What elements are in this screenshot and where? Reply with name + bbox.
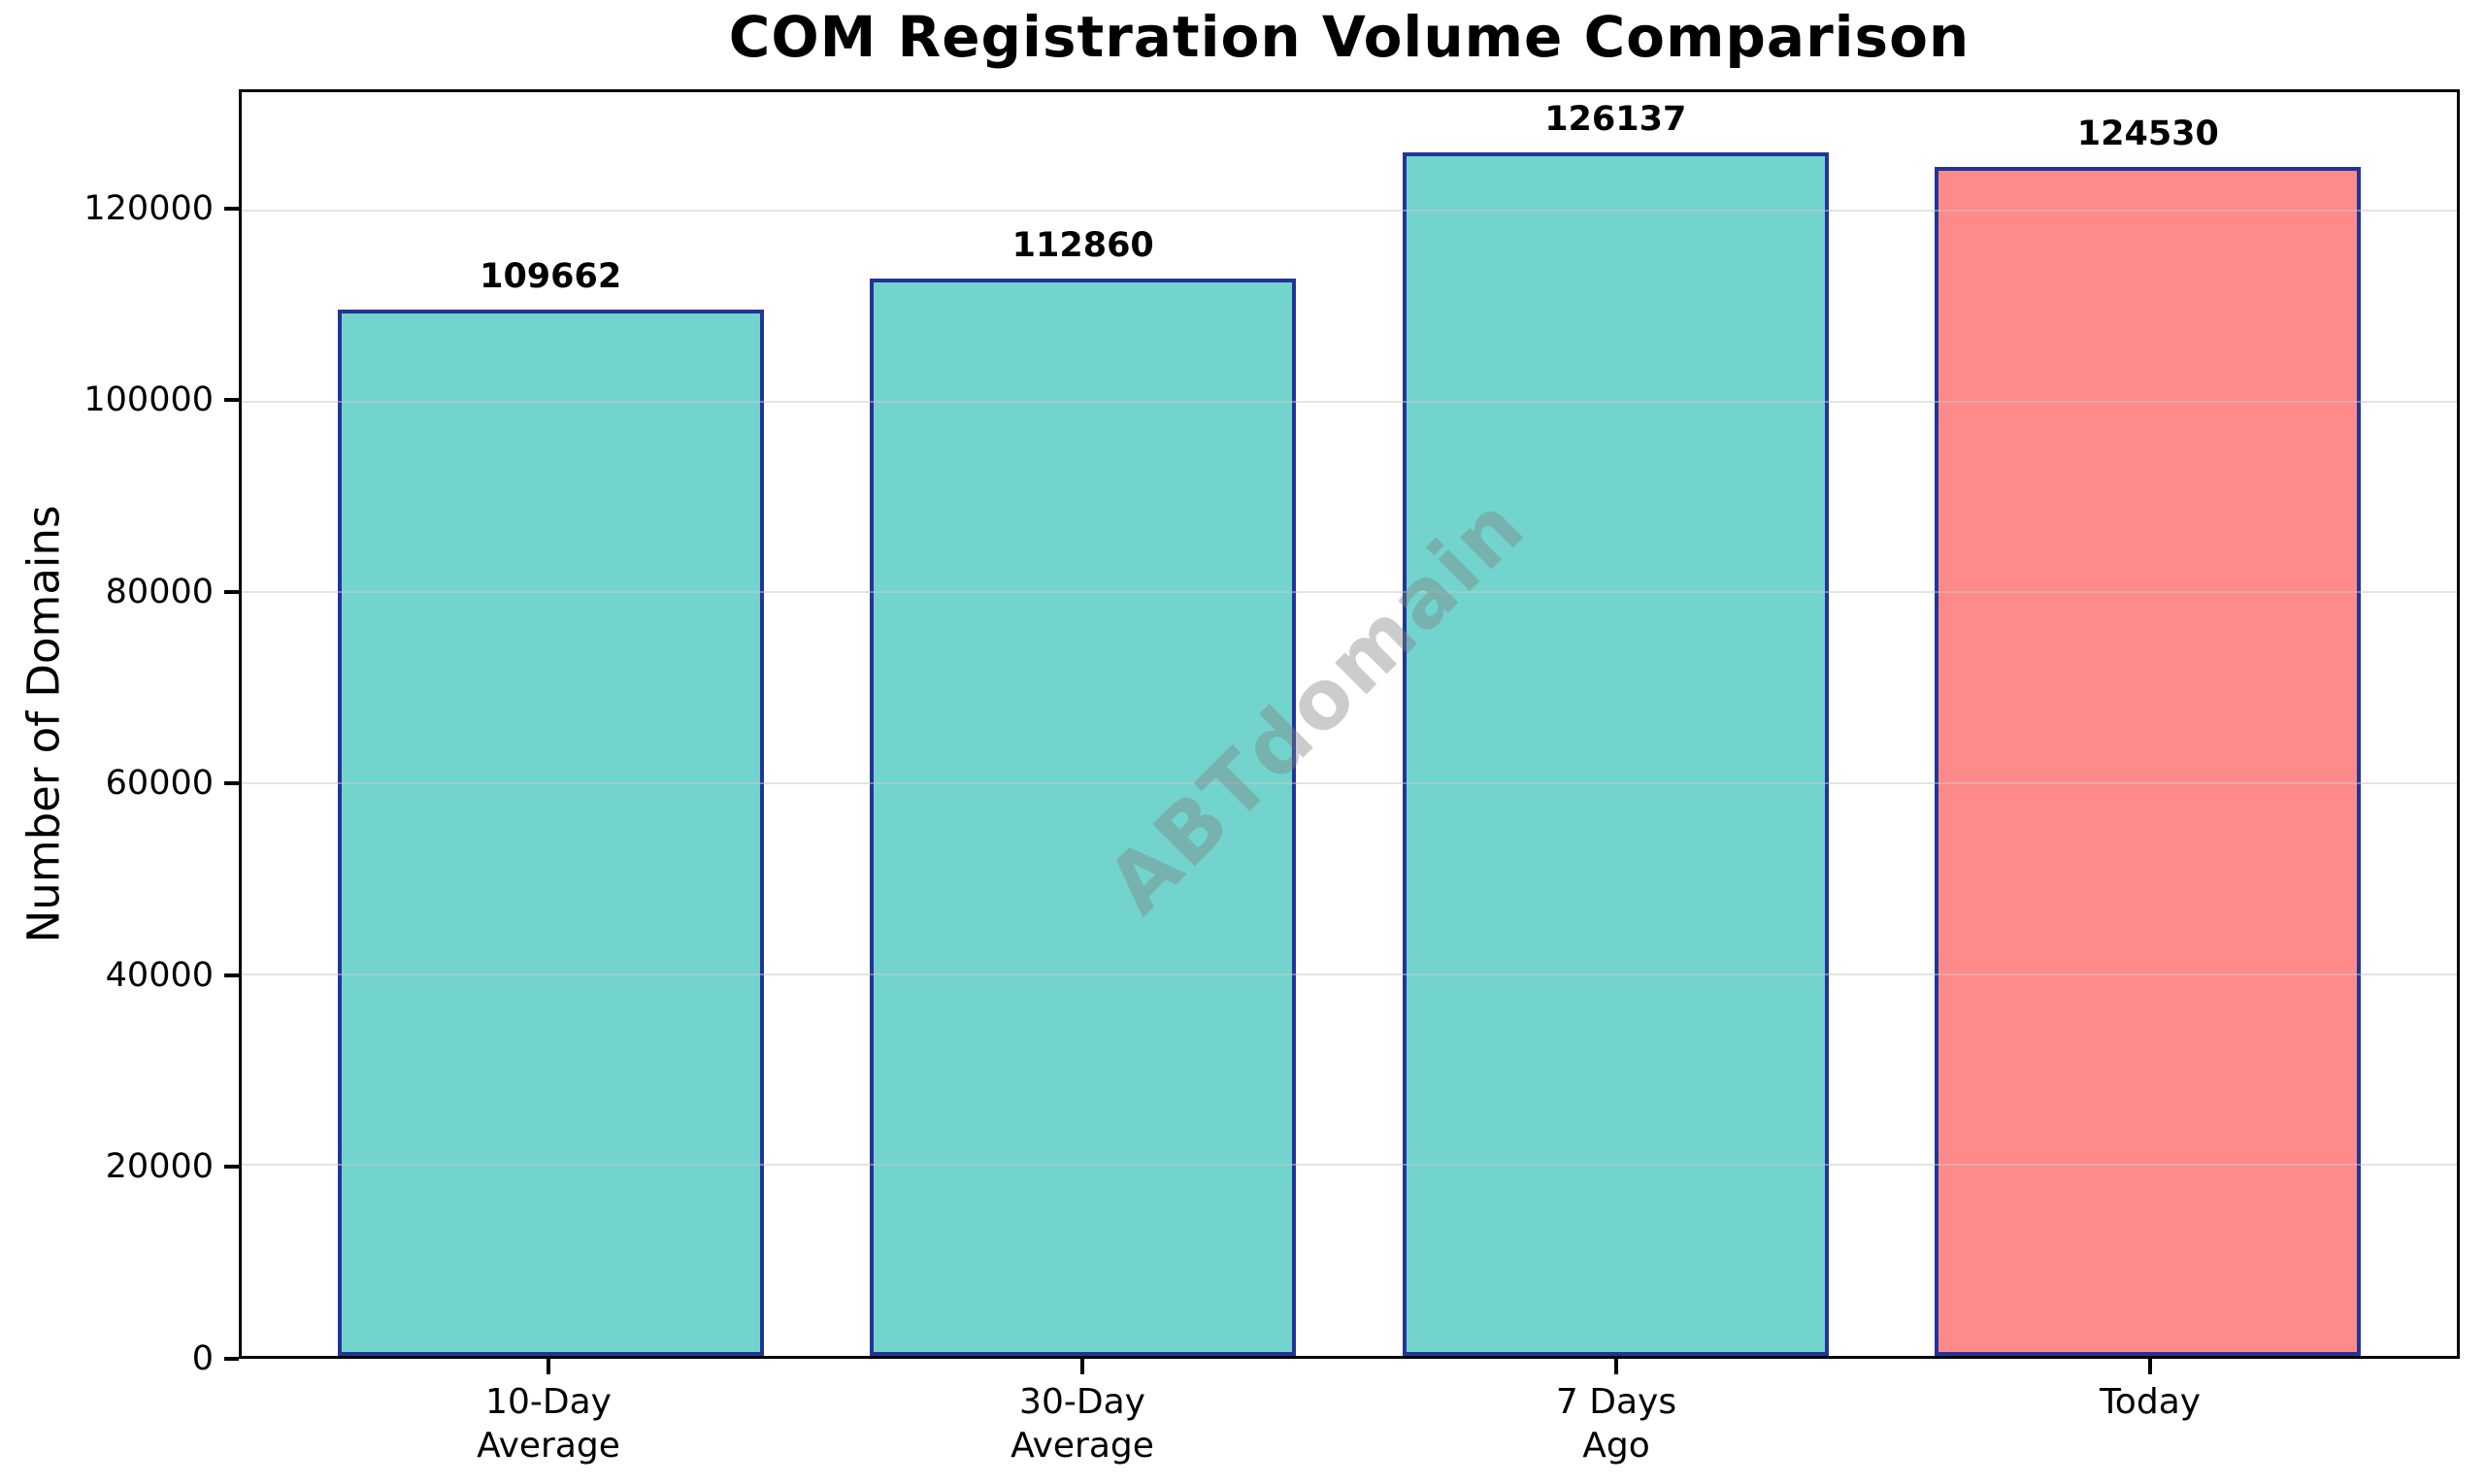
bar [870,279,1297,1356]
x-tick-label: 7 Days Ago [1555,1382,1677,1466]
bar-value-label: 124530 [2076,115,2219,154]
x-tick-label: 30-Day Average [1011,1382,1154,1466]
y-tick-label: 80000 [105,572,214,611]
x-tick-mark [547,1359,550,1374]
x-tick-mark [1080,1359,1084,1374]
y-tick-mark [224,589,239,594]
y-tick-label: 40000 [105,955,214,995]
y-tick-label: 120000 [83,188,214,228]
bar [1935,167,2362,1356]
y-tick-mark [224,973,239,977]
gridline [242,1164,2457,1167]
y-tick-mark [224,206,239,211]
gridline [242,973,2457,975]
bars-layer [242,92,2457,1356]
gridline [242,781,2457,784]
bar-value-label: 126137 [1544,99,1687,139]
y-tick-label: 0 [191,1339,214,1378]
plot-area: 109662 112860 126137 124530 ABTdomain [239,89,2460,1359]
x-tick-mark [1614,1359,1618,1374]
gridline [242,591,2457,594]
grid-layer [242,92,2457,1356]
chart-title: COM Registration Volume Comparison [728,4,1971,70]
y-tick-mark [224,1357,239,1361]
y-tick-mark [224,1165,239,1170]
y-tick-label: 60000 [105,764,214,804]
bar-value-label: 109662 [480,256,622,296]
y-axis: 0 20000 40000 60000 80000 100000 120000 [0,89,239,1378]
x-tick-label: Today [2099,1382,2202,1422]
y-tick-label: 100000 [83,380,214,420]
bar-value-label: 112860 [1011,226,1154,266]
bar [1402,151,1829,1356]
y-tick-label: 20000 [105,1147,214,1187]
bar [337,309,764,1356]
x-axis: 10-Day Average 30-Day Average 7 Days Ago To… [239,1359,2460,1483]
x-tick-label: 10-Day Average [477,1382,620,1466]
bar-labels-layer: 109662 112860 126137 124530 [242,92,2457,1356]
gridline [242,400,2457,403]
gridline [242,209,2457,212]
y-tick-mark [224,398,239,403]
y-tick-mark [224,781,239,786]
x-tick-mark [2148,1359,2152,1374]
